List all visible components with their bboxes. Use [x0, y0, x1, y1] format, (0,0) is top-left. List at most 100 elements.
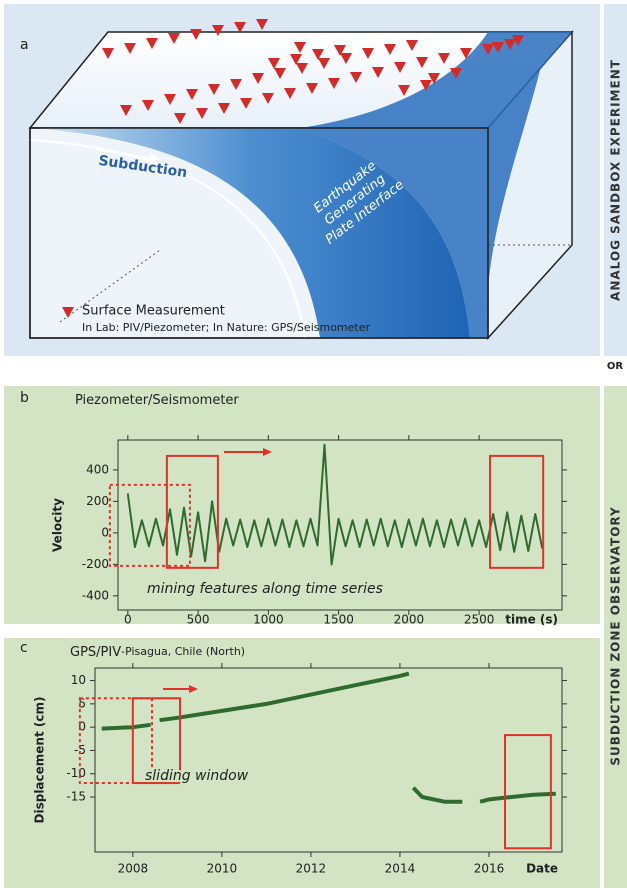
- marker: [284, 88, 296, 99]
- marker: [306, 83, 318, 94]
- x-tick-label: 500: [187, 613, 210, 627]
- marker: [350, 72, 362, 83]
- marker: [274, 68, 286, 79]
- arrow-head: [189, 685, 198, 693]
- plot-area: [94, 667, 563, 853]
- marker: [340, 53, 352, 64]
- arrow-head: [263, 448, 272, 456]
- x-tick-label: 0: [124, 613, 132, 627]
- marker: [384, 44, 396, 55]
- x-tick-label: 2014: [385, 862, 416, 876]
- subtitle: -Pisagua, Chile (North): [121, 645, 245, 658]
- marker: [504, 39, 516, 50]
- marker: [438, 53, 450, 64]
- x-tick-label: 2016: [474, 862, 505, 876]
- y-tick-label: 5: [78, 696, 86, 710]
- title: Piezometer/Seismometer: [75, 393, 239, 408]
- marker: [372, 67, 384, 78]
- marker: [328, 78, 340, 89]
- y-tick-label: -10: [66, 766, 86, 780]
- y-tick-label: 400: [86, 462, 109, 476]
- marker: [398, 85, 410, 96]
- marker: [312, 49, 324, 60]
- annotation: sliding window: [145, 768, 249, 784]
- y-tick-label: 0: [78, 720, 86, 734]
- series-line: [126, 443, 544, 566]
- marker: [334, 45, 346, 56]
- window: [78, 697, 153, 785]
- marker: [252, 73, 264, 84]
- marker: [406, 40, 418, 51]
- x-tick-label: 2010: [207, 862, 238, 876]
- marker: [256, 19, 268, 30]
- marker: [318, 58, 330, 69]
- marker: [262, 93, 274, 104]
- x-tick-label: 2012: [296, 862, 327, 876]
- chart-title: GPS/PIV-Pisagua, Chile (North): [70, 645, 245, 660]
- marker: [186, 89, 198, 100]
- x-tick-label: 1500: [323, 613, 354, 627]
- marker: [124, 43, 136, 54]
- y-tick-label: -200: [82, 557, 109, 571]
- window: [504, 734, 552, 850]
- block-diagram: [28, 30, 574, 340]
- marker: [208, 84, 220, 95]
- x-axis-label: time (s): [505, 613, 558, 627]
- marker: [420, 80, 432, 91]
- panel-label: c: [20, 640, 28, 656]
- y-tick-label: 200: [86, 494, 109, 508]
- marker: [230, 79, 242, 90]
- window: [489, 454, 545, 569]
- marker: [212, 25, 224, 36]
- marker: [102, 48, 114, 59]
- legend-marker: [62, 307, 74, 318]
- y-tick-label: -5: [74, 743, 86, 757]
- side-bottom-bg: [604, 386, 627, 888]
- chart-title: Piezometer/Seismometer: [75, 393, 239, 408]
- x-tick-label: 1000: [253, 613, 284, 627]
- marker: [512, 35, 524, 46]
- marker: [218, 103, 230, 114]
- side-label: OR: [607, 361, 624, 372]
- marker: [492, 42, 504, 53]
- side-label: ANALOG SANDBOX EXPERIMENT: [609, 59, 623, 301]
- y-axis-label: Velocity: [51, 498, 65, 552]
- title: GPS/PIV: [70, 645, 121, 660]
- y-tick-label: -400: [82, 588, 109, 602]
- marker: [142, 100, 154, 111]
- marker: [240, 98, 252, 109]
- charts: b Piezometer/Seismometer Velocity time (s) 4…: [20, 390, 567, 876]
- marker: [296, 63, 308, 74]
- marker: [428, 73, 440, 84]
- marker: [234, 22, 246, 33]
- window: [131, 697, 182, 785]
- y-tick-label: 0: [101, 525, 109, 539]
- marker: [146, 38, 158, 49]
- measurement-markers: [102, 19, 524, 124]
- panel-b-bg: [4, 386, 600, 624]
- side-label: SUBDUCTION ZONE OBSERVATORY: [609, 506, 623, 765]
- panel-label: b: [20, 390, 29, 406]
- x-axis-label: Date: [526, 862, 558, 876]
- x-tick-label: 2008: [118, 862, 149, 876]
- marker: [394, 62, 406, 73]
- marker: [482, 44, 494, 55]
- window: [165, 454, 219, 569]
- marker: [120, 105, 132, 116]
- panel-label: a: [20, 37, 29, 53]
- marker: [168, 33, 180, 44]
- marker: [460, 48, 472, 59]
- y-tick-label: -15: [66, 790, 86, 804]
- marker: [416, 57, 428, 68]
- marker: [268, 58, 280, 69]
- marker: [450, 68, 462, 79]
- y-axis-label: Displacement (cm): [33, 697, 47, 824]
- panel-c-bg: [4, 638, 600, 888]
- marker: [362, 48, 374, 59]
- marker: [164, 94, 176, 105]
- x-tick-label: 2500: [464, 613, 495, 627]
- side-top-bg: [604, 4, 627, 356]
- y-tick-label: 10: [71, 673, 86, 687]
